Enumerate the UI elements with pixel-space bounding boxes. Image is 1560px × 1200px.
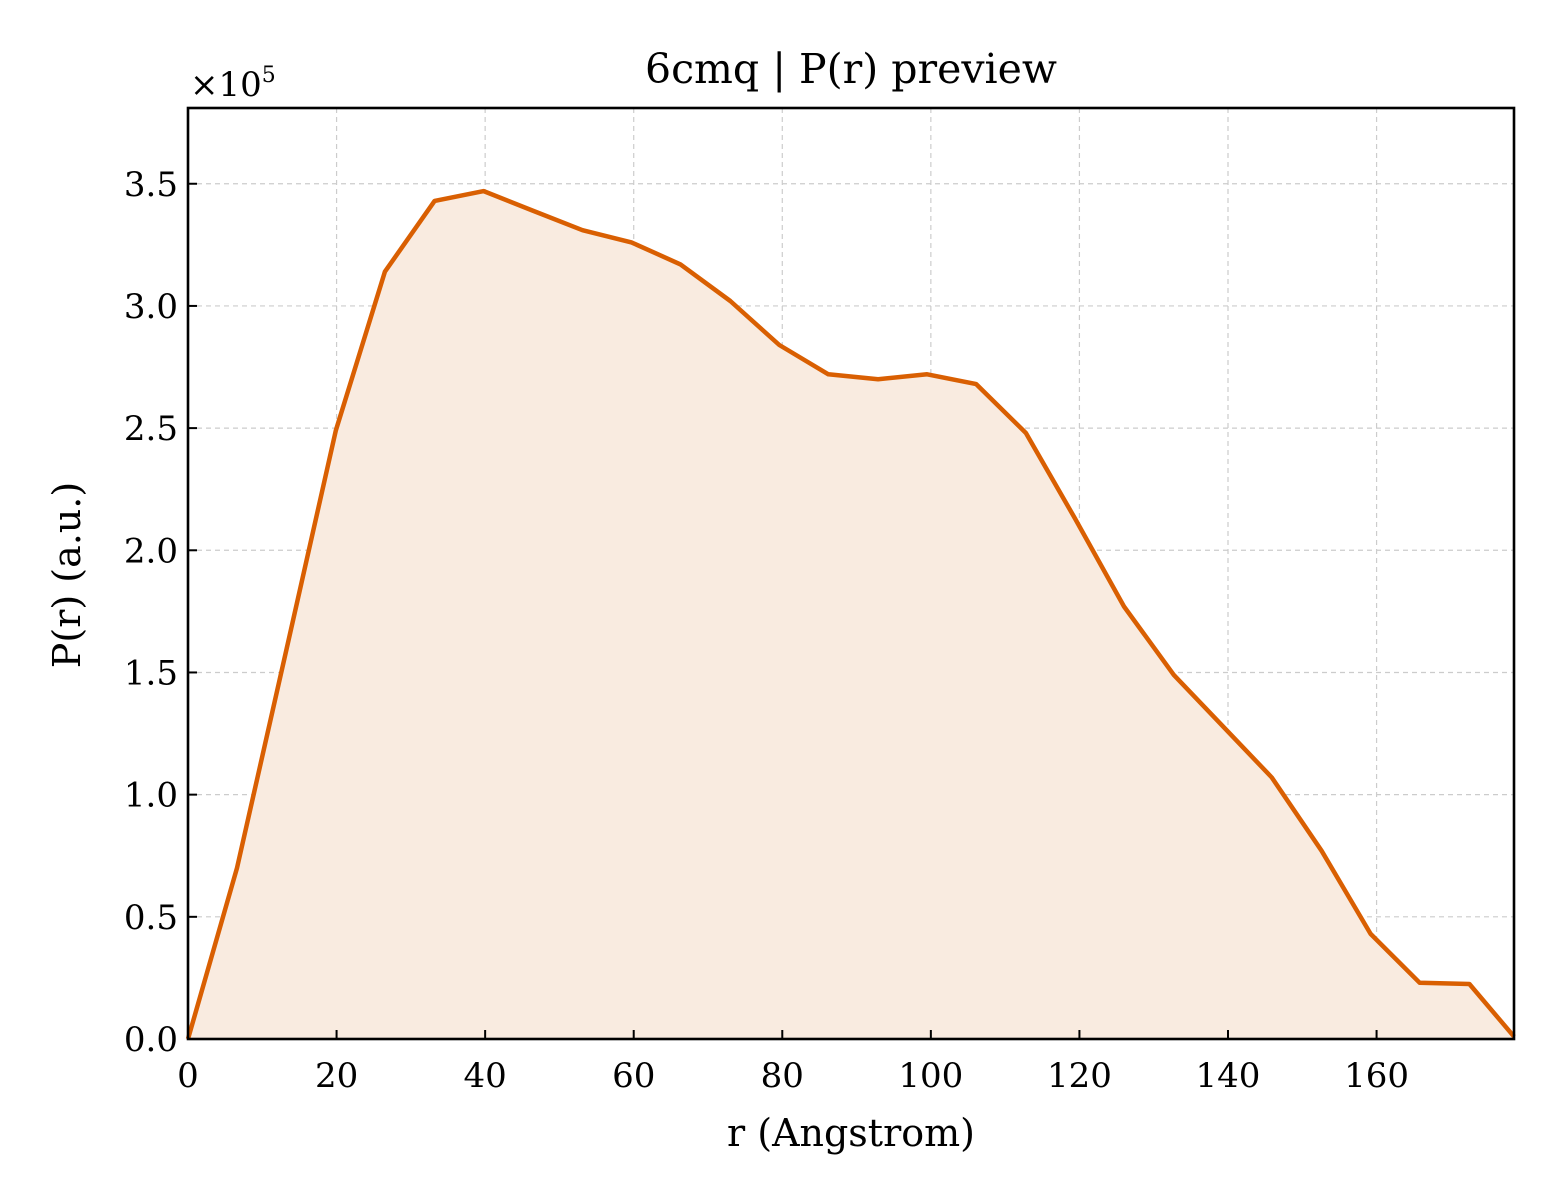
x-tick-labels: 0 20 40 60 80 100 120 140 160 bbox=[177, 1056, 1409, 1096]
x-tick-label: 160 bbox=[1344, 1056, 1409, 1096]
y-tick-label: 2.5 bbox=[124, 409, 178, 449]
y-tick-label: 0.0 bbox=[124, 1020, 178, 1060]
x-tick-label: 120 bbox=[1047, 1056, 1112, 1096]
plot-frame bbox=[186, 106, 1516, 1041]
y-multiplier-exponent: 5 bbox=[262, 63, 276, 88]
chart-title: 6cmq | P(r) preview bbox=[645, 45, 1057, 93]
y-multiplier-base: ×10 bbox=[190, 65, 262, 105]
y-tick-label: 0.5 bbox=[124, 898, 178, 938]
y-tick-label: 1.5 bbox=[124, 653, 178, 693]
x-tick-label: 140 bbox=[1196, 1056, 1261, 1096]
x-tick-label: 100 bbox=[898, 1056, 963, 1096]
x-axis-label: r (Angstrom) bbox=[727, 1111, 975, 1155]
x-tick-label: 60 bbox=[612, 1056, 655, 1096]
x-tick-label: 40 bbox=[464, 1056, 507, 1096]
y-tick-label: 3.5 bbox=[124, 165, 178, 205]
pr-series-line bbox=[185, 188, 1516, 1040]
x-tick-label: 20 bbox=[315, 1056, 358, 1096]
x-tick-label: 80 bbox=[761, 1056, 804, 1096]
y-axis-label: P(r) (a.u.) bbox=[45, 482, 89, 668]
pr-area-fill bbox=[188, 191, 1514, 1040]
y-tick-label: 3.0 bbox=[124, 287, 178, 327]
y-tick-label: 2.0 bbox=[124, 531, 178, 571]
y-multiplier: ×105 bbox=[190, 63, 276, 105]
y-tick-label: 1.0 bbox=[124, 776, 178, 816]
x-tick-label: 0 bbox=[177, 1056, 199, 1096]
y-tick-labels: 0.0 0.5 1.0 1.5 2.0 2.5 3.0 3.5 bbox=[124, 165, 178, 1060]
